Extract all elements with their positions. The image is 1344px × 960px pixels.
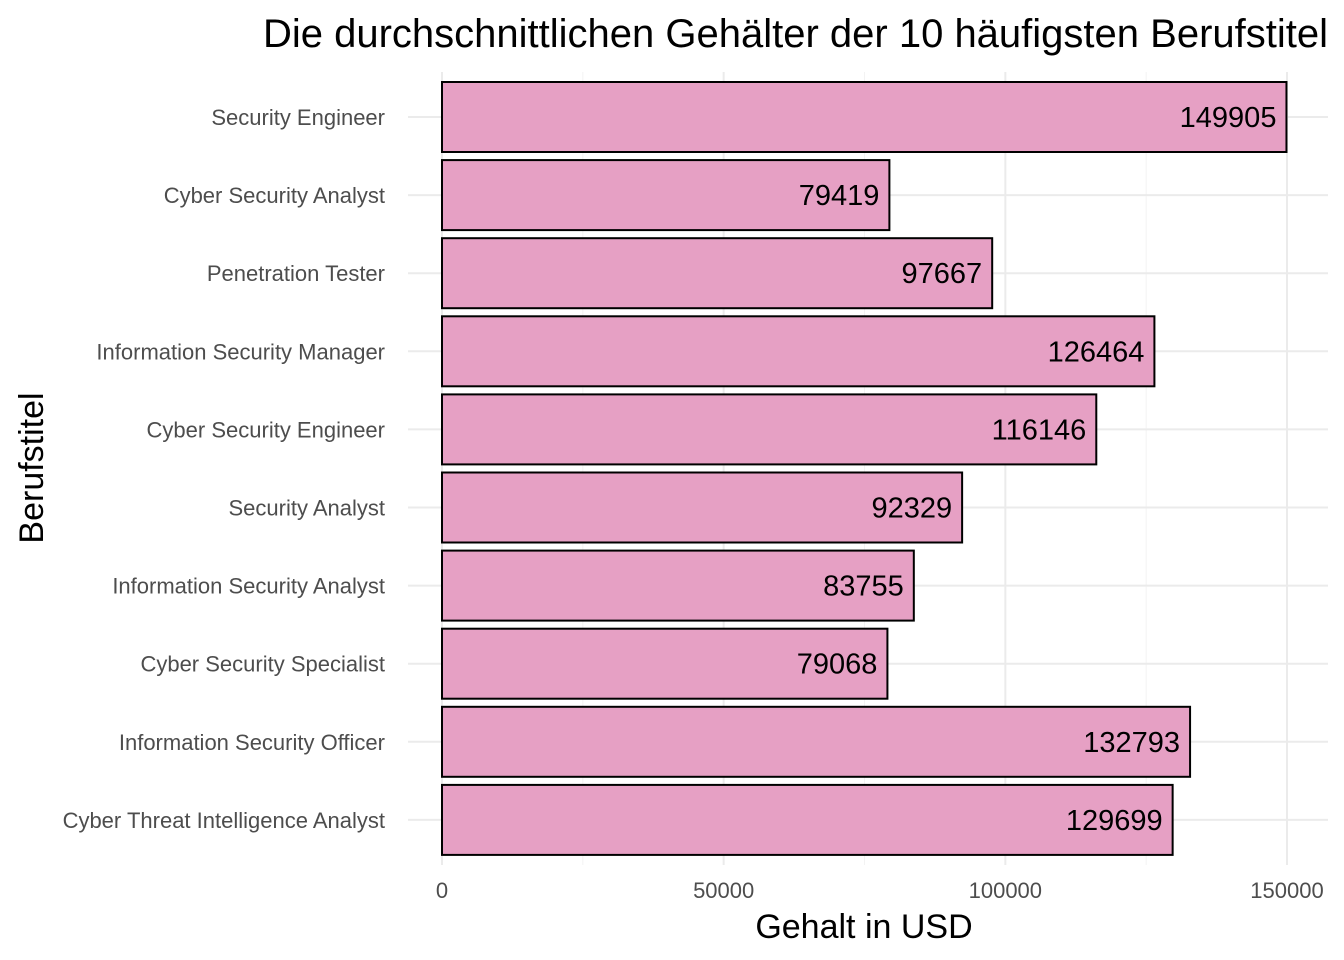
bar-value-label: 149905 — [1180, 102, 1277, 134]
bar-value-label: 92329 — [871, 493, 952, 525]
y-tick-label: Information Security Officer — [119, 730, 385, 755]
y-tick-label: Cyber Threat Intelligence Analyst — [63, 808, 385, 833]
bar-labels: 149905 79419 97667 126464 116146 92329 83755 79… — [797, 102, 1277, 837]
x-tick-label: 100000 — [969, 878, 1042, 903]
bar — [441, 159, 891, 232]
y-tick-label: Security Engineer — [211, 105, 385, 130]
x-axis-title: Gehalt in USD — [755, 908, 972, 946]
bar — [441, 627, 889, 700]
y-tick-label: Information Security Manager — [96, 339, 385, 364]
y-tick-label: Cyber Security Specialist — [140, 652, 385, 677]
bar — [441, 705, 1192, 778]
bar — [441, 783, 1174, 856]
y-tick-label: Cyber Security Engineer — [147, 417, 385, 442]
bar — [441, 315, 1156, 388]
bar-value-label: 126464 — [1048, 336, 1145, 368]
bar-value-label: 97667 — [902, 258, 983, 290]
bar-value-label: 79419 — [799, 180, 880, 212]
y-tick-label: Information Security Analyst — [112, 574, 385, 599]
bar-value-label: 129699 — [1066, 805, 1163, 837]
bar — [441, 549, 915, 622]
chart-title: Die durchschnittlichen Gehälter der 10 h… — [263, 12, 1328, 56]
x-tick-label: 150000 — [1250, 878, 1323, 903]
x-axis-tick-labels: 0 50000 100000 150000 — [436, 878, 1324, 903]
y-axis-title: Berufstitel — [13, 392, 51, 543]
bar — [441, 393, 1098, 466]
bars — [441, 81, 1288, 856]
bar-value-label: 116146 — [992, 414, 1087, 446]
bar-value-label: 132793 — [1083, 727, 1180, 759]
y-tick-label: Penetration Tester — [207, 261, 385, 286]
y-tick-label: Security Analyst — [228, 496, 385, 521]
bar — [441, 81, 1288, 153]
y-axis-tick-labels: Security Engineer Cyber Security Analyst P… — [63, 105, 385, 833]
bar — [441, 237, 994, 310]
x-tick-label: 50000 — [693, 878, 754, 903]
bar — [441, 471, 964, 544]
x-tick-label: 0 — [436, 878, 448, 903]
bar-value-label: 83755 — [823, 571, 904, 603]
bar-value-label: 79068 — [797, 649, 878, 681]
y-tick-label: Cyber Security Analyst — [164, 183, 385, 208]
